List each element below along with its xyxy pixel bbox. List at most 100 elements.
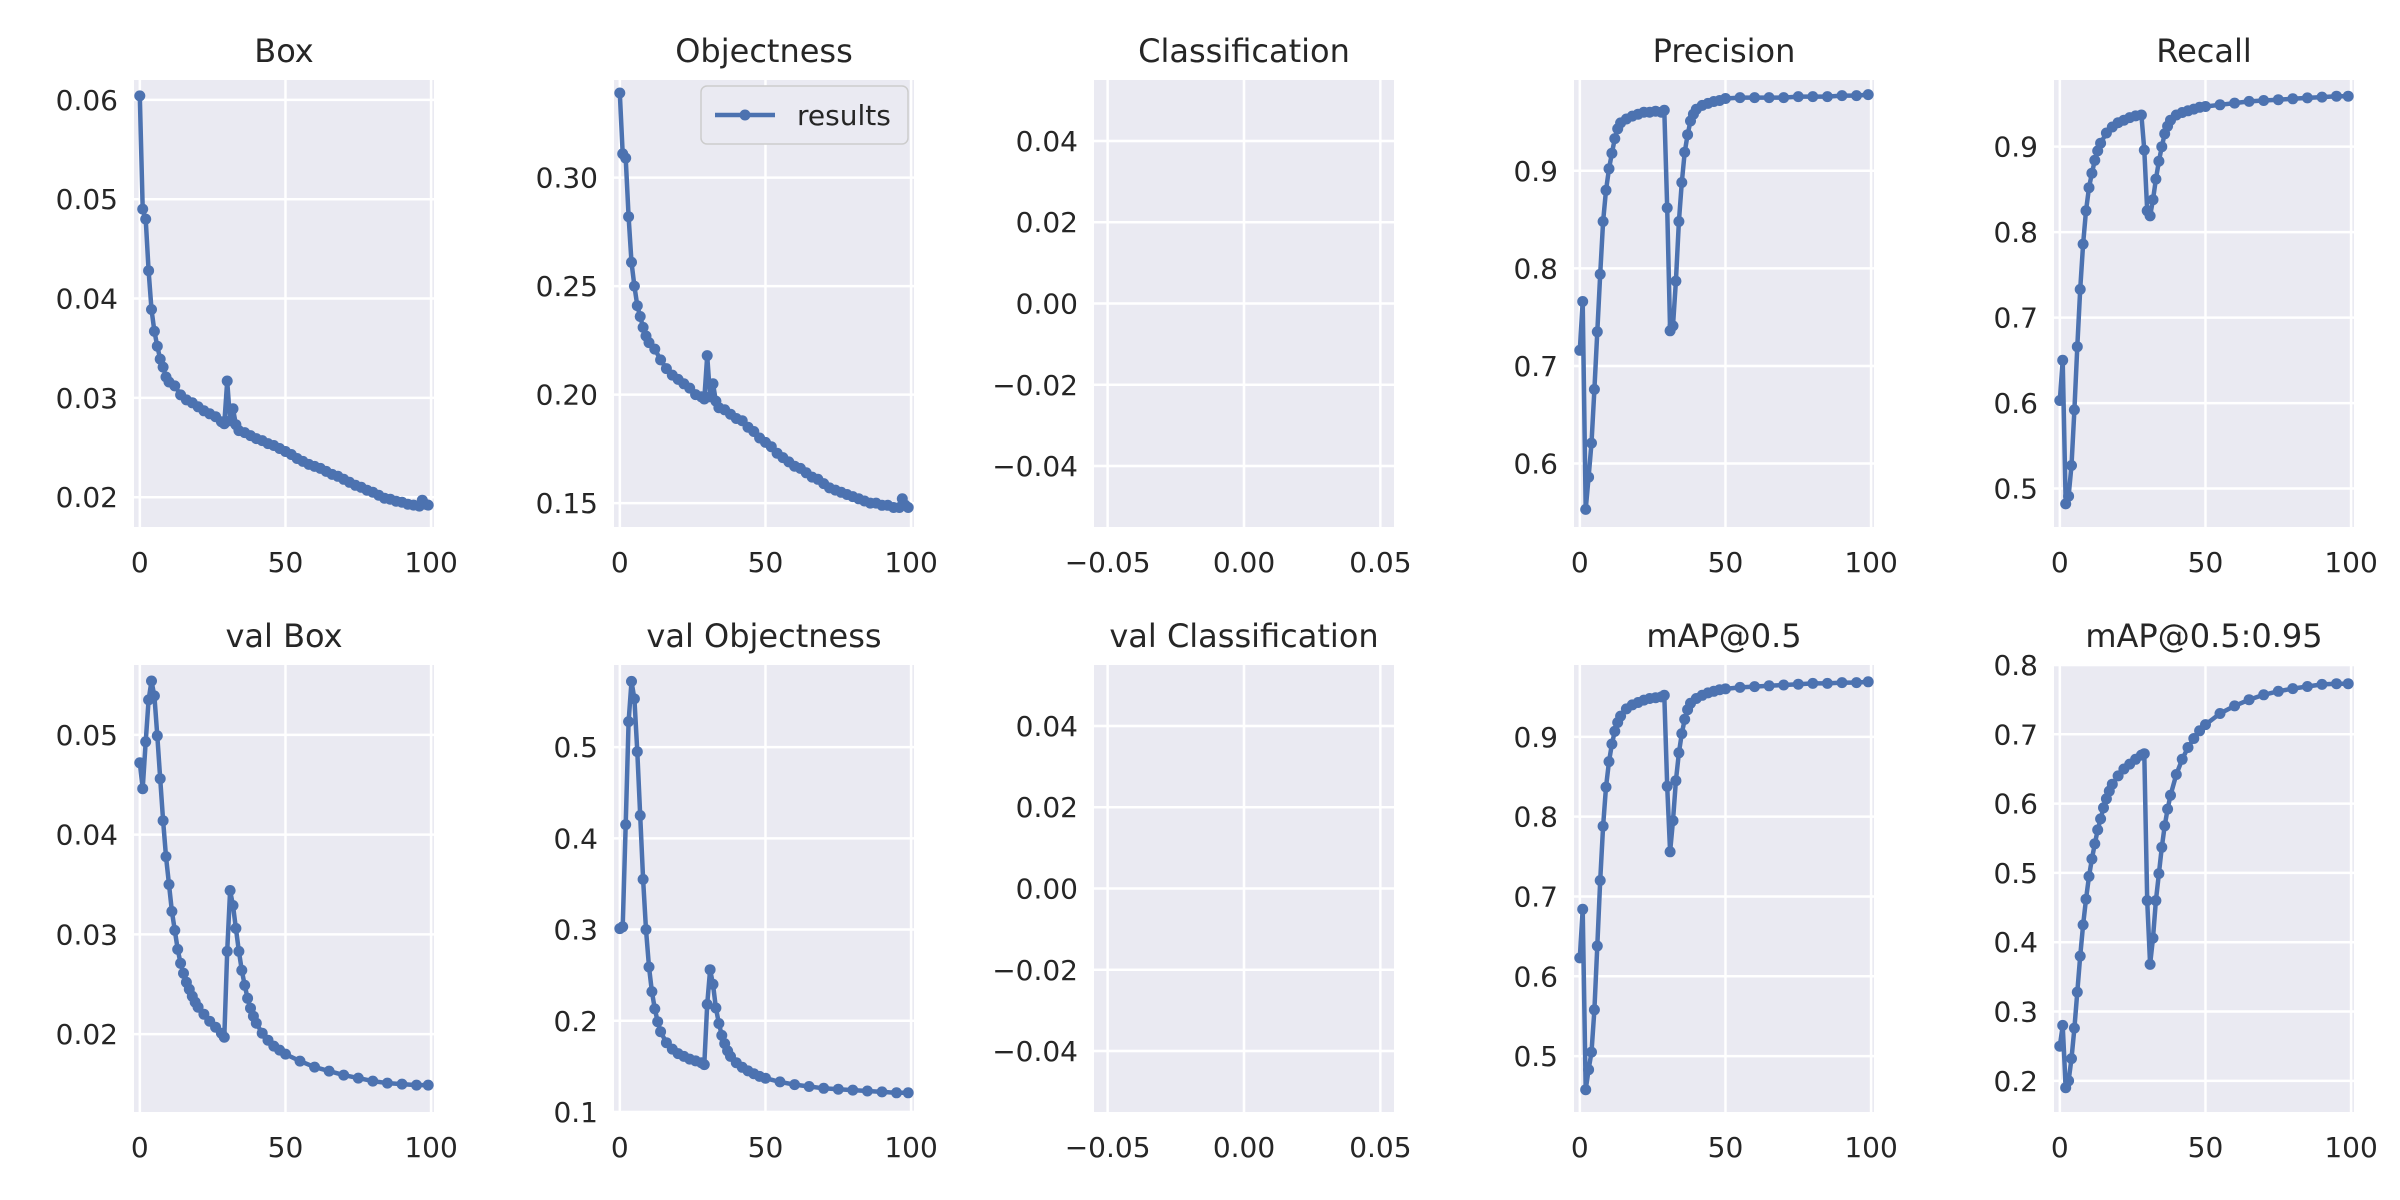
- chart-objectness-legend-box: [700, 85, 909, 145]
- chart-objectness-data-point: [628, 280, 640, 292]
- chart-objectness-y-tick-label: 0.15: [536, 487, 598, 520]
- chart-recall-data-point: [2342, 90, 2354, 102]
- chart-val-box-data-point: [239, 979, 251, 991]
- chart-val-objectness-data-point: [861, 1085, 873, 1097]
- chart-val-box-panel: 0 50 100 0.02 0.03 0.04 0.05 val Box: [56, 617, 458, 1164]
- chart-recall-data-point: [2063, 490, 2075, 502]
- chart-map-0-5-0-95-x-tick-label: 50: [2188, 1131, 2224, 1164]
- chart-map-0-5-0-95-data-point: [2153, 868, 2165, 880]
- chart-val-objectness-data-point: [628, 693, 640, 705]
- chart-val-box-data-point: [146, 675, 157, 687]
- chart-classification-y-tick-label: 0.00: [1016, 288, 1078, 321]
- chart-recall-x-tick-label: 100: [2324, 546, 2377, 579]
- chart-map-0-5-data-point: [1664, 846, 1676, 858]
- chart-val-box-data-point: [396, 1078, 408, 1090]
- chart-map-0-5-data-point: [1676, 728, 1688, 740]
- chart-recall-data-point: [2086, 167, 2098, 179]
- chart-map-0-5-0-95-data-point: [2165, 789, 2176, 801]
- chart-val-objectness-x-tick-label: 0: [611, 1131, 629, 1164]
- chart-recall-data-point: [2071, 341, 2083, 353]
- chart-val-objectness-x-tick-label: 50: [748, 1131, 784, 1164]
- chart-recall-data-point: [2214, 99, 2226, 111]
- chart-box-data-point: [140, 213, 152, 225]
- chart-map-0-5-0-95-y-tick-label: 0.3: [1993, 996, 2038, 1029]
- chart-objectness-x-tick-label: 50: [748, 546, 784, 579]
- chart-val-box-y-tick-label: 0.03: [56, 918, 118, 951]
- chart-classification-y-tick-label: 0.04: [1016, 125, 1078, 158]
- chart-val-box-data-point: [230, 922, 242, 934]
- chart-map-0-5-x-tick-label: 100: [1844, 1131, 1897, 1164]
- chart-val-box-data-point: [309, 1061, 321, 1073]
- chart-recall-data-point: [2200, 101, 2211, 112]
- chart-box-y-tick-label: 0.02: [56, 481, 118, 514]
- chart-recall-y-tick-label: 0.5: [1993, 473, 2038, 506]
- chart-map-0-5-0-95-data-point: [2258, 689, 2270, 701]
- chart-objectness-x-tick-label: 0: [611, 546, 629, 579]
- chart-map-0-5-y-tick-label: 0.7: [1513, 880, 1558, 913]
- chart-val-objectness-y-tick-label: 0.1: [553, 1096, 598, 1129]
- chart-val-objectness-data-point: [789, 1079, 801, 1091]
- chart-map-0-5-0-95-y-tick-label: 0.6: [1993, 788, 2038, 821]
- chart-precision-data-point: [1734, 92, 1746, 104]
- chart-recall-data-point: [2068, 404, 2080, 416]
- chart-recall-data-point: [2074, 283, 2086, 295]
- chart-map-0-5-0-95-data-point: [2316, 678, 2328, 690]
- chart-val-box-data-point: [175, 957, 187, 969]
- chart-map-0-5-0-95-data-point: [2342, 678, 2354, 690]
- chart-map-0-5-0-95-data-point: [2092, 824, 2104, 836]
- chart-objectness-data-point: [623, 211, 635, 223]
- chart-val-box-data-point: [218, 1031, 230, 1043]
- chart-val-objectness-data-point: [646, 986, 658, 998]
- chart-objectness-x-tick-label: 100: [884, 546, 937, 579]
- chart-map-0-5-0-95-data-point: [2147, 932, 2159, 944]
- chart-box-data-point: [151, 340, 163, 352]
- chart-val-box-data-point: [367, 1075, 379, 1087]
- chart-map-0-5-0-95-data-point: [2243, 694, 2255, 706]
- chart-val-objectness-data-point: [774, 1076, 786, 1088]
- chart-box-data-point: [146, 304, 157, 315]
- chart-map-0-5-0-95-panel: 0 50 100 0.2 0.3 0.4 0.5 0.6 0.7 0.8 mAP@0.5:0.95: [1993, 617, 2377, 1164]
- chart-precision-data-point: [1821, 91, 1833, 103]
- chart-map-0-5-0-95-plot-area: [2054, 665, 2354, 1112]
- chart-map-0-5-0-95-data-point: [2057, 1019, 2069, 1031]
- chart-val-box-y-tick-label: 0.04: [56, 819, 118, 852]
- chart-recall-data-point: [2054, 395, 2066, 406]
- chart-val-objectness-data-point: [713, 1018, 725, 1029]
- chart-val-objectness-data-point: [847, 1084, 859, 1096]
- chart-map-0-5-0-95-data-point: [2170, 769, 2182, 780]
- chart-map-0-5-data-point: [1763, 680, 1775, 692]
- chart-recall-data-point: [2089, 154, 2101, 166]
- chart-box-x-tick-label: 50: [268, 546, 304, 579]
- chart-recall-y-tick-label: 0.8: [1993, 216, 2038, 249]
- chart-objectness-legend-swatch-marker: [739, 109, 751, 121]
- chart-map-0-5-data-point: [1670, 775, 1682, 787]
- chart-map-0-5-0-95-data-point: [2162, 803, 2174, 815]
- chart-val-box-data-point: [178, 967, 189, 979]
- chart-box-data-point: [227, 403, 239, 415]
- chart-objectness-y-tick-label: 0.20: [536, 379, 598, 412]
- chart-map-0-5-data-point: [1792, 678, 1804, 690]
- chart-val-box-data-point: [154, 773, 166, 785]
- chart-box-data-point: [157, 361, 169, 373]
- chart-val-objectness-data-point: [620, 819, 632, 831]
- chart-box-y-tick-label: 0.06: [56, 84, 118, 117]
- chart-map-0-5-data-point: [1661, 780, 1673, 792]
- chart-map-0-5-y-tick-label: 0.8: [1513, 801, 1558, 834]
- chart-box-panel: 0 50 100 0.02 0.03 0.04 0.05 0.06 Box: [56, 32, 458, 579]
- chart-precision-title: Precision: [1653, 32, 1796, 70]
- chart-val-classification-y-tick-label: 0.04: [1016, 710, 1078, 743]
- chart-map-0-5-panel: 0 50 100 0.5 0.6 0.7 0.8 0.9 mAP@0.5: [1513, 617, 1897, 1164]
- chart-precision-y-tick-label: 0.7: [1513, 350, 1558, 383]
- chart-val-box-data-point: [151, 730, 163, 742]
- chart-map-0-5-0-95-data-point: [2331, 678, 2342, 690]
- chart-precision-data-point: [1594, 268, 1606, 280]
- chart-val-box-data-point: [166, 905, 178, 917]
- chart-objectness-y-tick-label: 0.25: [536, 270, 598, 303]
- chart-val-classification-x-tick-label: 0.05: [1349, 1131, 1411, 1164]
- chart-box-data-point: [148, 325, 160, 337]
- chart-map-0-5-0-95-data-point: [2188, 733, 2200, 744]
- chart-map-0-5-0-95-data-point: [2095, 813, 2107, 825]
- chart-precision-data-point: [1597, 216, 1609, 227]
- chart-box-data-point: [422, 499, 434, 511]
- chart-val-classification-y-tick-label: 0.00: [1016, 873, 1078, 906]
